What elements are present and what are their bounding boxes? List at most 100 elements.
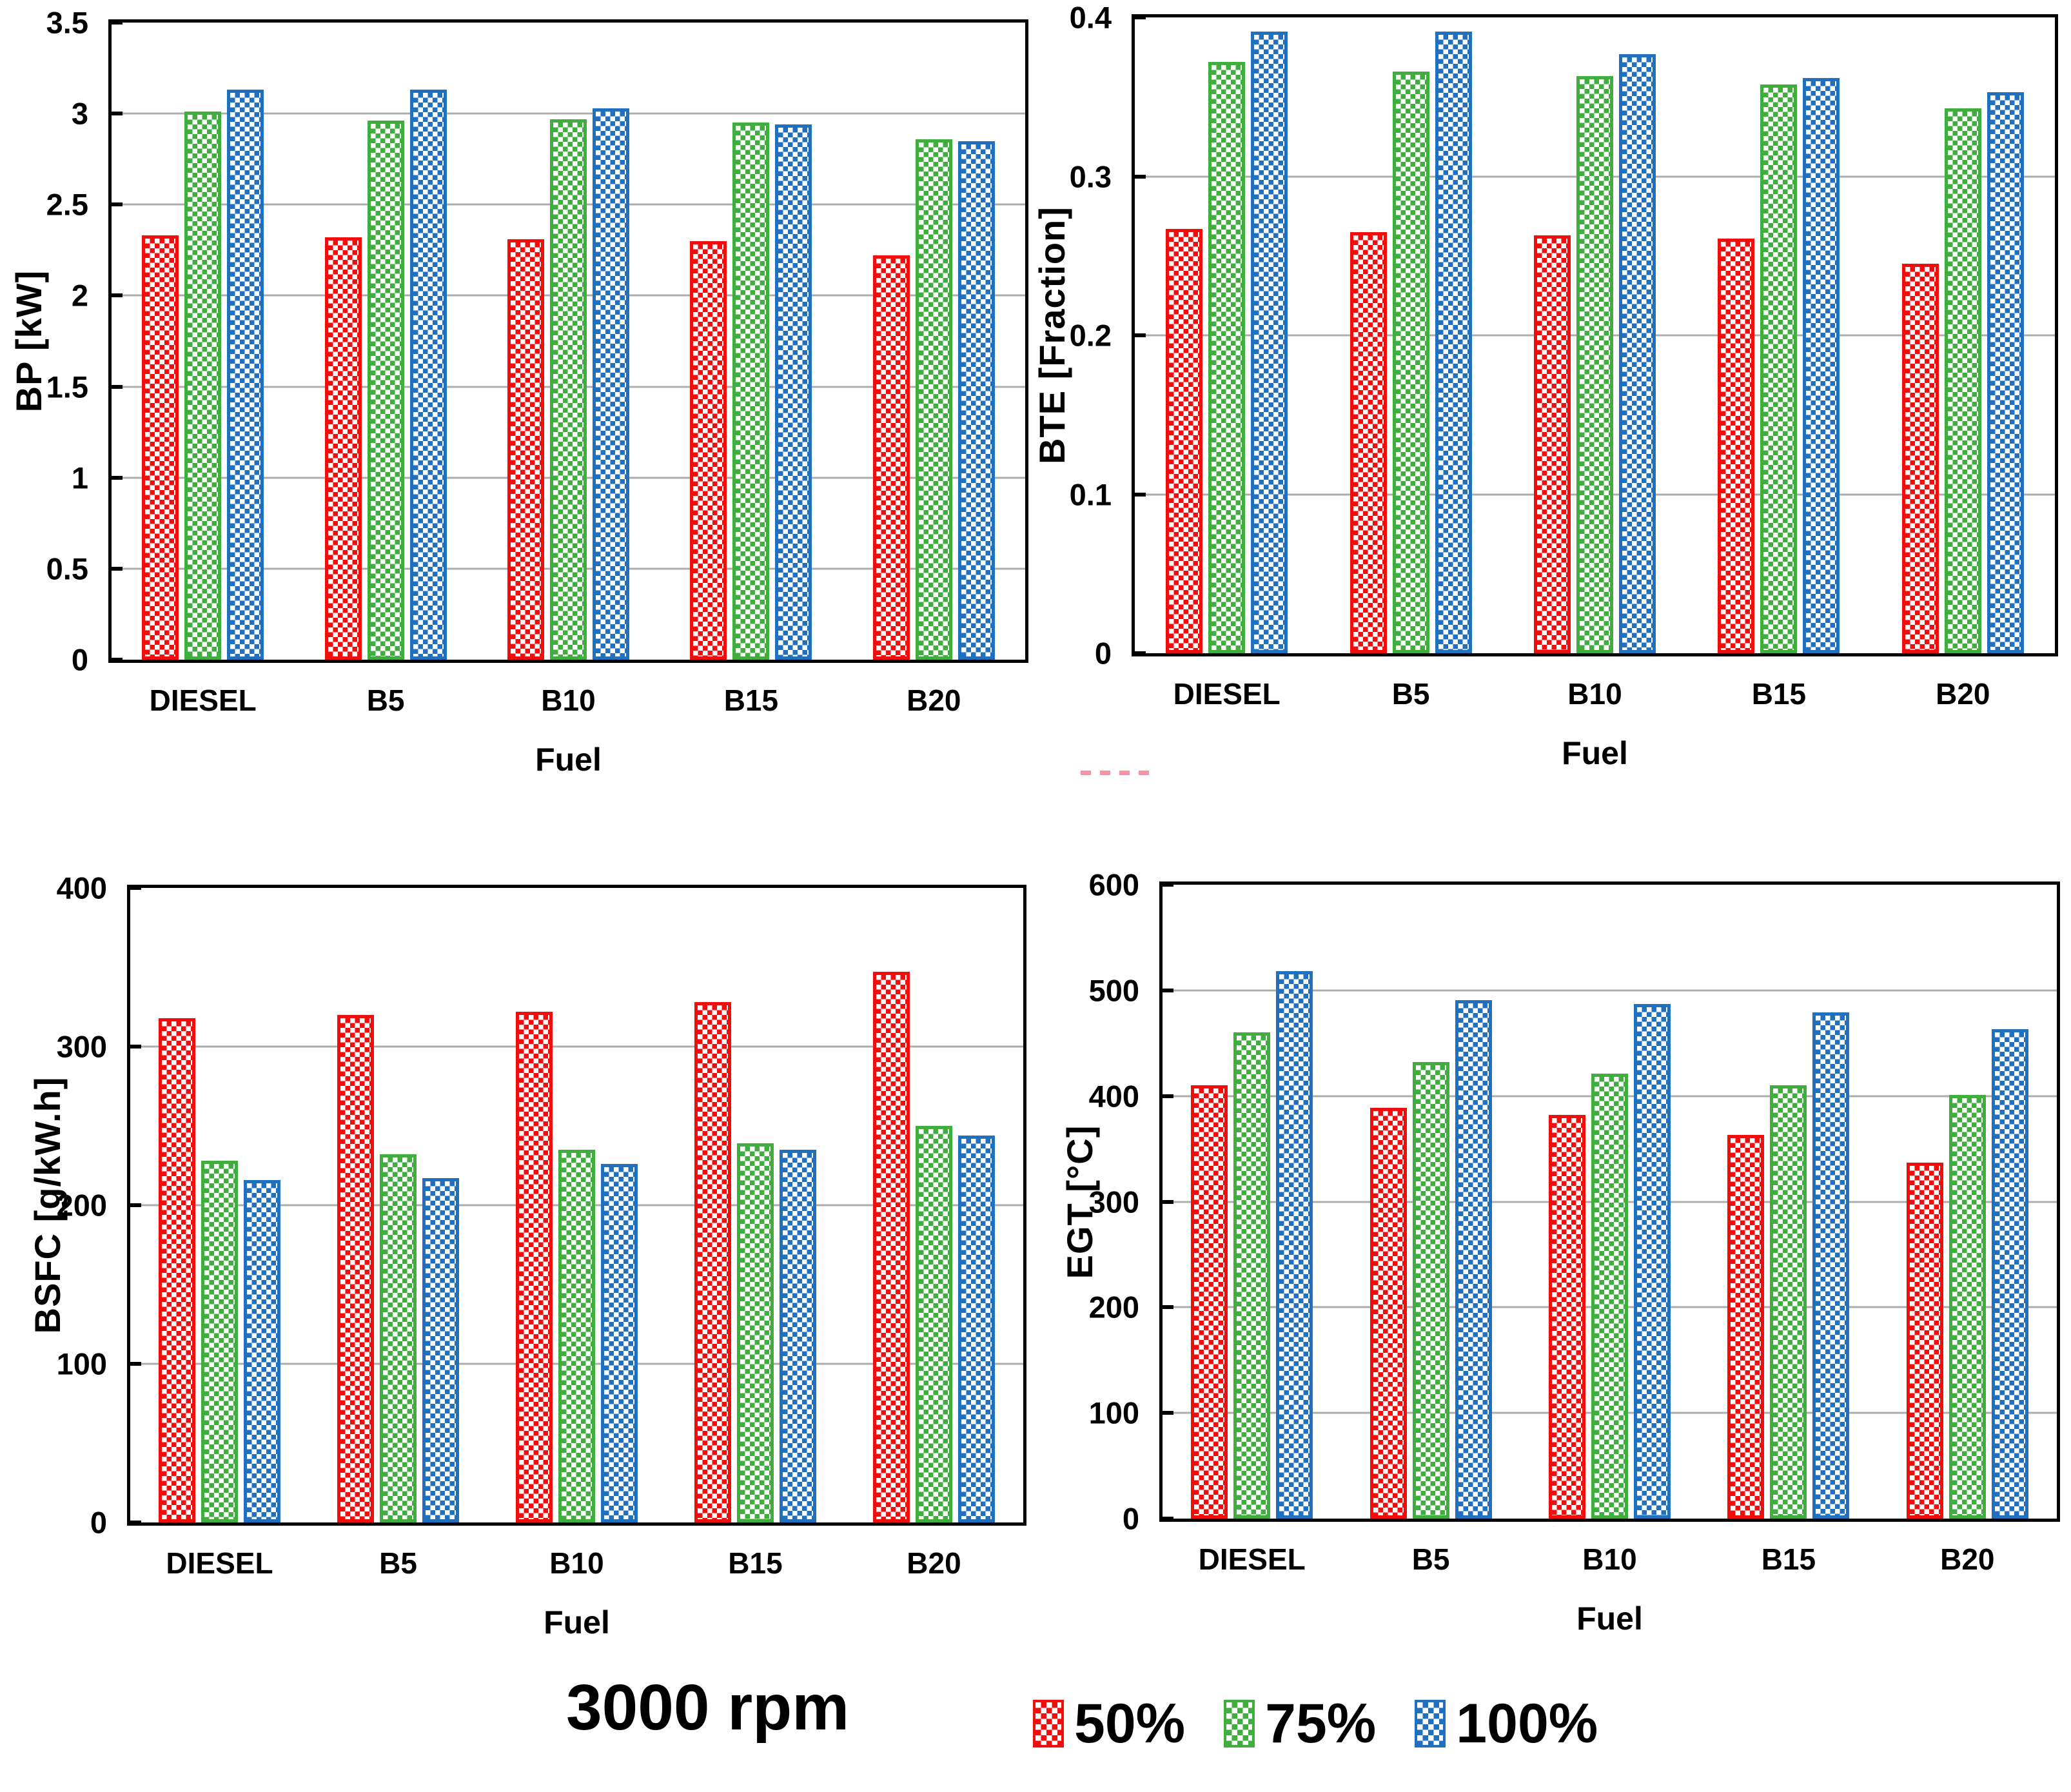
x-category-label-diesel: DIESEL [149,684,257,717]
y-tick-label: 400 [56,871,107,905]
y-tick-label: 1.5 [46,369,88,404]
bar-75pct-diesel [1208,62,1246,653]
y-tick-label: 0.5 [46,551,88,586]
bar-75pct-b5 [380,1154,417,1522]
egt-x-axis-title: Fuel [1576,1600,1643,1637]
legend-label-100pct: 100% [1456,1693,1598,1755]
bar-75pct-b20 [1944,108,1981,653]
y-tick-mark [1163,883,1173,887]
bar-50pct-b5 [337,1014,374,1522]
y-tick-mark [130,886,141,890]
bar-50pct-b5 [1369,1107,1407,1519]
bar-75pct-diesel [201,1161,238,1522]
y-tick-label: 0 [1122,1501,1139,1536]
y-tick-label: 0.4 [1069,0,1112,35]
bar-50pct-b5 [1350,231,1387,653]
y-tick-label: 400 [1088,1079,1139,1114]
bp-bar-chart: BP [kW] Fuel 0 0.5 1 1.5 2 2.5 3 3.5 DIESEL B5 B10… [8,8,1028,778]
x-category-label-diesel: DIESEL [1173,677,1281,711]
x-category-label-b5: B5 [1411,1542,1450,1576]
legend-swatch-100pct-icon [1415,1700,1446,1748]
bsfc-x-axis-title: Fuel [544,1604,610,1640]
y-tick-mark [130,1045,141,1049]
y-tick-label: 200 [1088,1290,1139,1324]
y-tick-mark [1135,174,1146,179]
bar-100pct-b10 [601,1164,638,1522]
bar-50pct-b15 [694,1002,731,1522]
y-tick-label: 3.5 [46,5,88,40]
bp-x-axis-title: Fuel [535,742,602,778]
x-category-label-b10: B10 [1582,1542,1637,1576]
bar-100pct-b15 [1812,1012,1850,1519]
bar-75pct-b10 [1591,1074,1628,1519]
bar-75pct-b20 [915,139,952,660]
y-tick-label: 0.3 [1069,159,1112,193]
bar-50pct-b10 [1534,235,1571,653]
y-tick-mark [112,658,123,662]
bar-50pct-diesel [1166,228,1203,653]
y-tick-mark [130,1203,141,1207]
bar-50pct-diesel [159,1018,195,1522]
bar-100pct-b5 [1455,999,1492,1519]
y-tick-mark [112,202,123,207]
y-tick-mark [112,566,123,571]
x-category-label-b20: B20 [1940,1542,1995,1576]
bar-100pct-diesel [1276,971,1313,1519]
bar-100pct-b10 [593,108,629,660]
bar-100pct-b20 [957,141,995,660]
bar-75pct-diesel [1233,1032,1271,1519]
bar-50pct-b10 [1549,1115,1585,1519]
y-tick-mark [1163,1517,1173,1521]
bte-bar-chart: BTE [Fraction] Fuel 0 0.1 0.2 0.3 0.4 DIESEL B… [1032,3,2058,771]
x-category-label-b15: B15 [723,684,779,717]
y-tick-label: 0.2 [1069,318,1112,353]
bar-50pct-b20 [1901,264,1939,653]
y-tick-mark [112,475,123,480]
bte-x-axis-title: Fuel [1562,735,1628,771]
bar-100pct-diesel [1251,32,1288,653]
y-tick-label: 300 [56,1029,107,1064]
x-category-label-b5: B5 [366,684,405,717]
x-category-label-diesel: DIESEL [1198,1542,1306,1576]
x-category-label-b20: B20 [907,684,961,717]
bar-50pct-b20 [873,972,910,1522]
bar-75pct-b5 [367,121,404,660]
bar-100pct-b15 [780,1149,816,1522]
egt-bar-chart: EGT [°C] Fuel 0 100 200 300 400 500 600 DIESEL B… [1059,870,2060,1637]
y-tick-label: 100 [1088,1395,1139,1430]
y-tick-label: 0 [1094,636,1112,671]
bar-75pct-b20 [1948,1095,1986,1519]
bar-50pct-b10 [507,239,544,660]
x-category-label-b10: B10 [541,684,596,717]
bar-75pct-b10 [1576,76,1613,653]
bar-100pct-b15 [1803,77,1840,653]
bar-50pct-diesel [1191,1085,1228,1519]
y-tick-mark [1135,15,1146,19]
bar-50pct-b15 [1727,1135,1765,1519]
y-tick-mark [1163,1411,1173,1415]
bar-75pct-b15 [1770,1085,1807,1519]
x-category-label-b10: B10 [549,1546,604,1580]
y-tick-mark [1135,492,1146,497]
y-tick-label: 3 [71,96,88,131]
y-tick-label: 500 [1088,973,1139,1008]
bar-75pct-b10 [550,119,587,660]
bar-50pct-diesel [142,235,179,660]
bar-100pct-b20 [1991,1029,2028,1519]
bar-75pct-diesel [184,112,222,660]
x-category-label-b15: B15 [1751,677,1807,711]
x-category-label-b10: B10 [1567,677,1622,711]
y-tick-label: 2.5 [46,187,88,222]
legend-item-50pct: 50% [1033,1696,1185,1751]
legend-item-75pct: 75% [1224,1696,1376,1751]
x-category-label-b15: B15 [1761,1542,1816,1576]
bar-75pct-b10 [558,1149,595,1522]
gridline [1163,989,2057,992]
y-tick-mark [130,1521,141,1524]
x-category-label-diesel: DIESEL [166,1546,273,1580]
rpm-label: 3000 rpm [566,1671,850,1744]
y-tick-label: 300 [1088,1185,1139,1219]
bp-y-axis-title: BP [kW] [8,270,49,413]
bar-75pct-b15 [1760,84,1798,653]
bar-75pct-b20 [916,1126,952,1522]
